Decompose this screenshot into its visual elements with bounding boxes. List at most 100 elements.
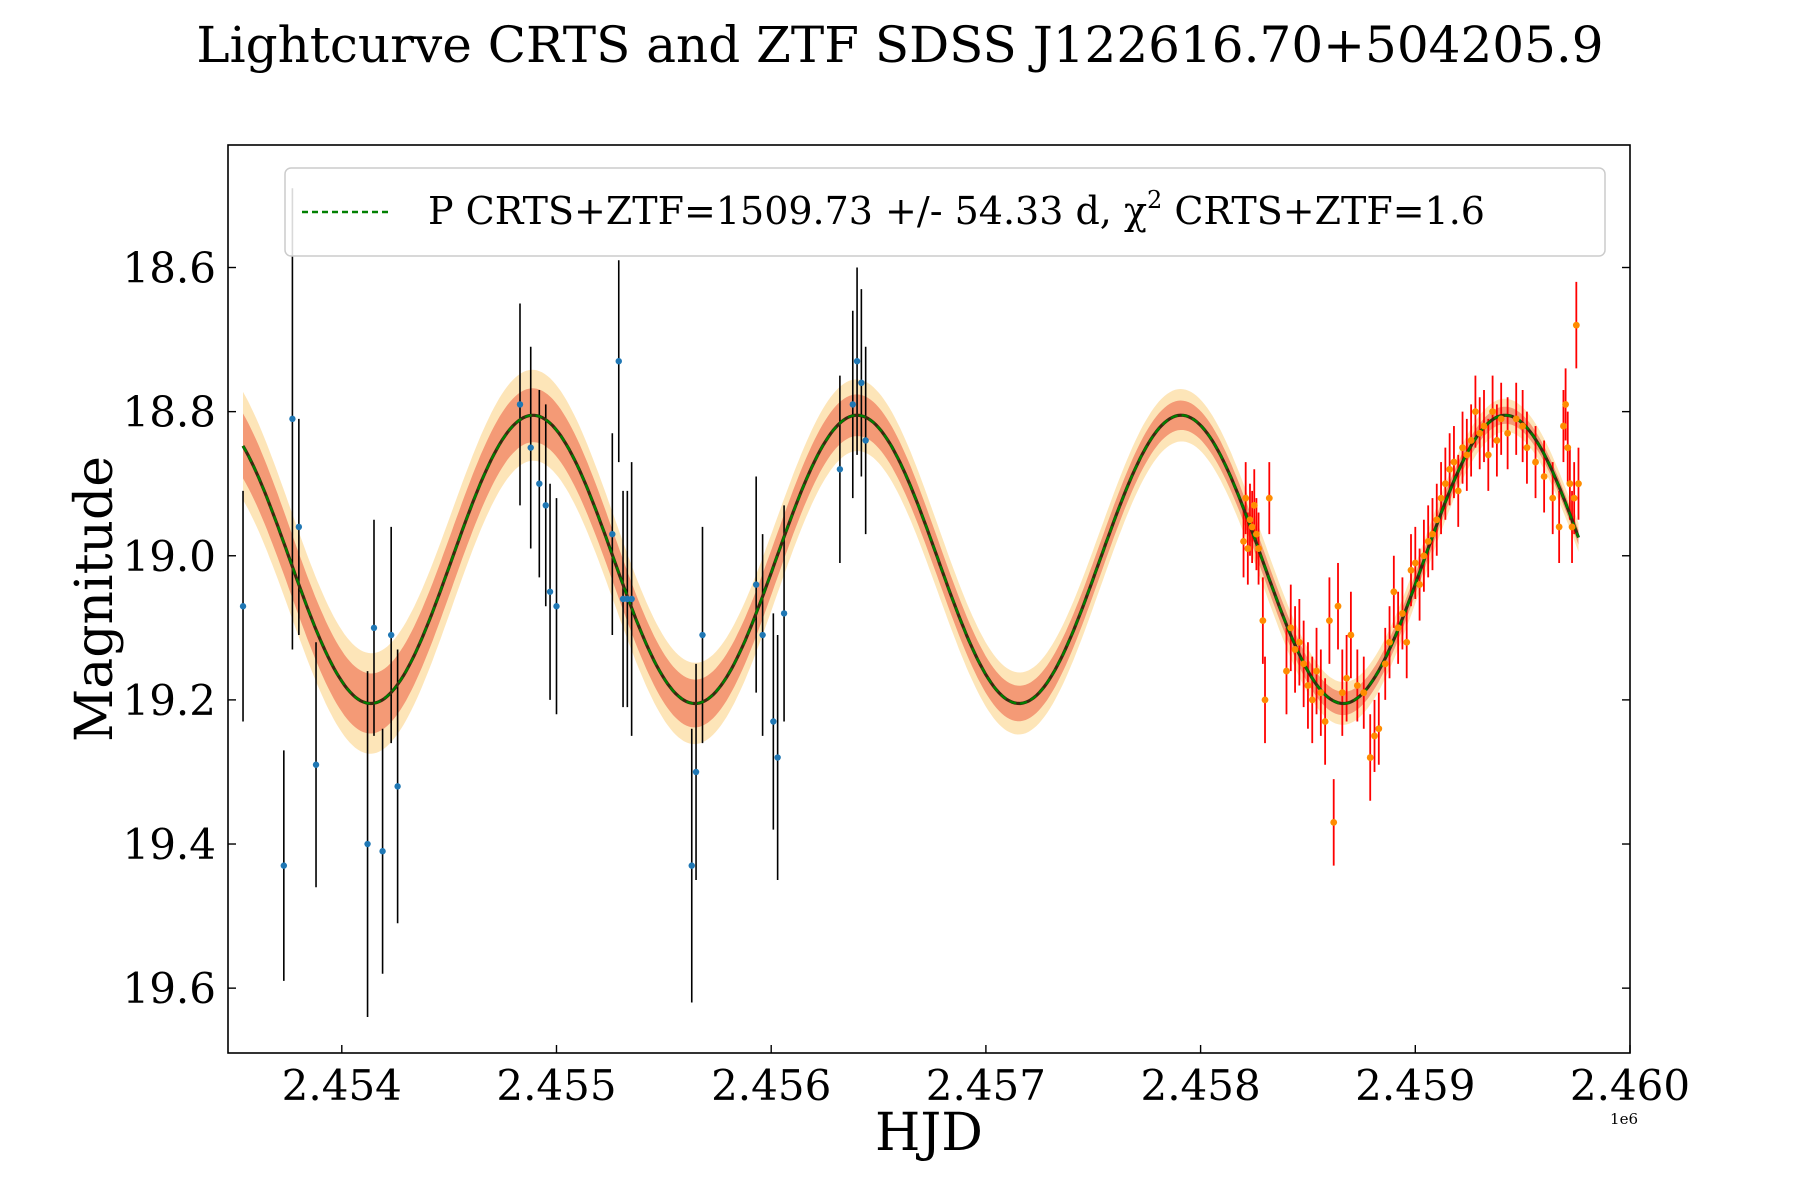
ztf-data-point <box>1360 689 1368 697</box>
crts-data-point <box>862 437 869 444</box>
x-tick-label: 2.456 <box>711 1061 831 1110</box>
crts-data-point <box>628 595 635 603</box>
ztf-data-point <box>1250 501 1258 509</box>
data-points <box>239 321 1582 869</box>
x-axis-label: HJD <box>875 1103 983 1163</box>
ztf-data-point <box>1343 674 1350 682</box>
x-tick-label: 2.458 <box>1140 1061 1260 1110</box>
crts-data-point <box>774 754 781 761</box>
ztf-data-point <box>1240 537 1247 545</box>
ztf-data-point <box>1242 494 1250 502</box>
ztf-data-point <box>1424 537 1432 545</box>
ztf-data-point <box>1375 725 1383 733</box>
ztf-data-point <box>1459 444 1466 452</box>
crts-data-point <box>295 523 303 531</box>
crts-data-point <box>387 631 395 639</box>
crts-data-point <box>770 718 777 725</box>
crts-data-point <box>780 610 788 617</box>
crts-data-point <box>364 840 371 848</box>
ztf-data-point <box>1381 660 1389 668</box>
inner-confidence-band <box>243 388 1579 734</box>
ztf-data-point <box>1497 415 1505 423</box>
ztf-data-point <box>1484 451 1492 459</box>
crts-data-point <box>858 379 865 387</box>
ztf-data-point <box>1347 631 1355 639</box>
ztf-data-point <box>1512 415 1520 423</box>
plot-frame <box>227 144 1631 1054</box>
ztf-data-point <box>1317 689 1325 697</box>
crts-data-point <box>759 631 766 639</box>
crts-data-point <box>853 357 861 365</box>
x-tick-label: 2.454 <box>282 1061 402 1110</box>
ztf-data-point <box>1562 401 1569 408</box>
ztf-data-point <box>1403 638 1411 646</box>
legend-label-tail: CRTS+ZTF=1.6 <box>1162 189 1485 233</box>
ztf-data-point <box>1420 552 1428 560</box>
ztf-data-point <box>1532 458 1539 466</box>
crts-data-point <box>609 530 616 538</box>
y-tick-label: 18.6 <box>122 244 216 293</box>
ztf-data-point <box>1575 480 1582 488</box>
ztf-data-point <box>1259 617 1267 625</box>
ztf-data-point <box>1326 617 1333 625</box>
crts-data-point <box>688 862 695 869</box>
crts-data-point <box>536 480 543 487</box>
crts-data-point <box>370 624 378 632</box>
ztf-data-point <box>1265 494 1273 502</box>
ztf-data-point <box>1321 718 1329 725</box>
legend-label: P CRTS+ZTF=1509.73 +/- 54.33 d, χ2 CRTS+… <box>428 186 1485 233</box>
ztf-data-point <box>1366 754 1374 761</box>
y-axis-label: Magnitude <box>65 456 125 742</box>
crts-data-point <box>312 761 320 768</box>
ztf-data-point <box>1441 480 1449 488</box>
ztf-data-point <box>1446 465 1454 473</box>
ztf-data-point <box>1454 487 1462 495</box>
ztf-data-point <box>1330 818 1338 826</box>
crts-data-point <box>527 444 534 451</box>
ztf-data-point <box>1390 588 1398 596</box>
ztf-data-point <box>1287 624 1295 632</box>
ztf-data-point <box>1394 624 1402 632</box>
crts-data-point <box>692 768 700 776</box>
ztf-data-point <box>1429 530 1436 538</box>
y-tick-label: 18.8 <box>122 388 216 437</box>
ztf-data-point <box>1450 458 1458 466</box>
ztf-data-point <box>1564 444 1572 452</box>
crts-data-point <box>542 502 549 509</box>
y-tick-label: 19.6 <box>122 964 216 1013</box>
crts-data-point <box>516 401 524 408</box>
crts-data-point <box>379 848 386 855</box>
legend: P CRTS+ZTF=1509.73 +/- 54.33 d, χ2 CRTS+… <box>284 167 1606 257</box>
ztf-data-point <box>1566 480 1574 488</box>
crts-data-point <box>836 466 844 473</box>
crts-data-point <box>280 862 288 869</box>
ztf-data-point <box>1411 559 1419 567</box>
axis-ticks: 2.454 2.455 2.456 2.457 2.458 2.459 2.460 18.6 1… <box>122 244 1690 1110</box>
ztf-data-point <box>1283 667 1290 675</box>
ztf-data-point <box>1386 638 1393 646</box>
ztf-data-point <box>1407 566 1415 574</box>
ztf-data-point <box>1560 422 1567 430</box>
x-tick-label: 2.457 <box>926 1061 1046 1110</box>
ztf-data-point <box>1334 602 1342 610</box>
crts-data-point <box>546 588 554 595</box>
ztf-data-point <box>1308 696 1316 704</box>
ztf-data-point <box>1493 437 1501 444</box>
ztf-data-point <box>1472 408 1479 416</box>
legend-box <box>284 167 1606 257</box>
crts-data-point <box>615 357 622 365</box>
y-tick-label: 19.0 <box>122 532 216 581</box>
ztf-data-point <box>1371 732 1378 740</box>
ztf-data-point <box>1248 523 1256 531</box>
y-tick-label: 19.4 <box>122 820 216 869</box>
x-axis-offset-label: 1e6 <box>1610 1110 1638 1128</box>
ztf-data-point <box>1291 646 1299 653</box>
ztf-data-point <box>1570 494 1578 502</box>
y-tick-label: 19.2 <box>122 676 216 725</box>
ztf-data-point <box>1549 494 1557 502</box>
ztf-data-point <box>1246 516 1254 524</box>
ztf-data-point <box>1504 429 1512 437</box>
ztf-data-point <box>1313 667 1320 675</box>
crts-data-point <box>239 603 247 610</box>
ztf-data-point <box>1244 545 1252 552</box>
